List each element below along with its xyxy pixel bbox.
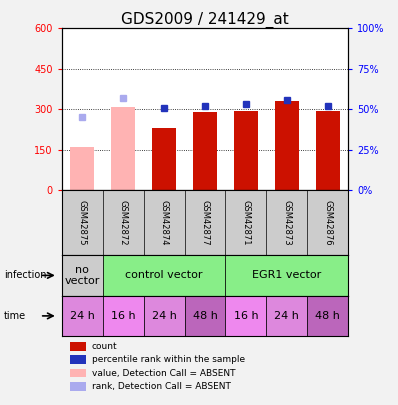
Text: count: count — [92, 342, 117, 351]
Bar — [234, 111, 258, 190]
Text: GSM42876: GSM42876 — [323, 200, 332, 245]
Text: 24 h: 24 h — [152, 311, 176, 321]
Text: no
vector: no vector — [64, 264, 100, 286]
Text: GSM42873: GSM42873 — [282, 200, 291, 245]
Bar — [316, 111, 340, 190]
Text: GSM42874: GSM42874 — [160, 200, 168, 245]
Bar — [185, 296, 225, 336]
Text: control vector: control vector — [125, 271, 203, 280]
Text: GSM42877: GSM42877 — [201, 200, 209, 245]
Bar — [111, 107, 135, 190]
Bar — [225, 255, 348, 296]
Text: GSM42871: GSM42871 — [242, 200, 250, 245]
Text: 16 h: 16 h — [234, 311, 258, 321]
Bar — [103, 296, 144, 336]
Text: rank, Detection Call = ABSENT: rank, Detection Call = ABSENT — [92, 382, 230, 391]
Text: EGR1 vector: EGR1 vector — [252, 271, 322, 280]
Text: GSM42872: GSM42872 — [119, 200, 128, 245]
Text: time: time — [4, 311, 26, 321]
Text: percentile rank within the sample: percentile rank within the sample — [92, 355, 245, 364]
Text: GSM42875: GSM42875 — [78, 200, 87, 245]
Bar — [70, 147, 94, 190]
Bar — [307, 296, 348, 336]
Bar — [144, 296, 185, 336]
Text: 16 h: 16 h — [111, 311, 135, 321]
Title: GDS2009 / 241429_at: GDS2009 / 241429_at — [121, 12, 289, 28]
Bar — [275, 101, 299, 190]
Text: value, Detection Call = ABSENT: value, Detection Call = ABSENT — [92, 369, 235, 377]
Bar — [266, 296, 307, 336]
Text: 48 h: 48 h — [193, 311, 217, 321]
Text: infection: infection — [4, 271, 47, 280]
Bar — [62, 296, 103, 336]
Bar — [103, 255, 225, 296]
Bar — [62, 255, 103, 296]
Bar — [152, 128, 176, 190]
Bar — [193, 112, 217, 190]
Text: 48 h: 48 h — [315, 311, 340, 321]
Text: 24 h: 24 h — [70, 311, 95, 321]
Bar — [225, 296, 266, 336]
Text: 24 h: 24 h — [274, 311, 299, 321]
